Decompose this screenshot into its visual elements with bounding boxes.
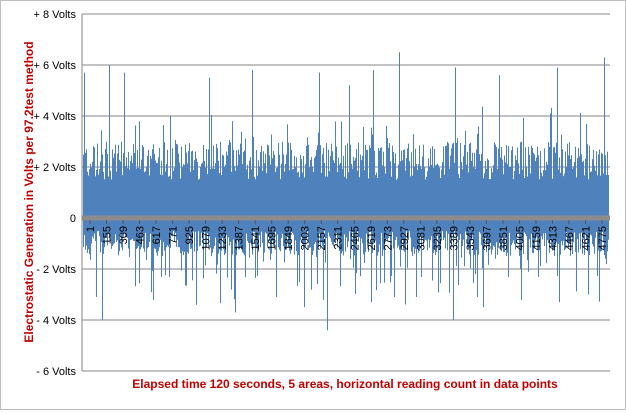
x-tick-label: 3543 [465, 226, 477, 250]
x-tick-label: 4005 [514, 226, 526, 250]
y-tick-label: + 6 Volts [33, 60, 76, 72]
x-tick-label: 4159 [531, 226, 543, 250]
y-axis-title: Electrostatic Generation in Volts per 97… [22, 41, 36, 342]
y-tick-labels: + 8 Volts + 6 Volts + 4 Volts + 2 Volts 0 - 2… [33, 9, 76, 378]
y-tick-label: - 4 Volts [36, 315, 76, 327]
x-tick-label: 3851 [498, 226, 510, 250]
y-tick-label: + 8 Volts [33, 9, 76, 21]
x-tick-label: 1387 [234, 226, 246, 250]
x-tick-label: 617 [151, 226, 163, 244]
y-tick-label: - 2 Volts [36, 264, 76, 276]
x-tick-label: 4621 [580, 226, 592, 250]
x-tick-label: 1541 [250, 226, 262, 250]
x-tick-label: 155 [102, 226, 114, 244]
x-axis-title: Elapsed time 120 seconds, 5 areas, horiz… [132, 377, 558, 391]
series-layer [82, 52, 610, 331]
x-tick-label: 1 [85, 226, 97, 232]
x-tick-label: 2003 [300, 226, 312, 250]
x-tick-label: 309 [118, 226, 130, 244]
x-tick-label: 4775 [597, 226, 609, 250]
x-tick-label: 2927 [399, 226, 411, 250]
x-tick-label: 3389 [448, 226, 460, 250]
x-tick-label: 1695 [267, 226, 279, 250]
x-tick-label: 2619 [366, 226, 378, 250]
x-tick-label: 3697 [481, 226, 493, 250]
x-tick-label: 1849 [283, 226, 295, 250]
zero-baseline [82, 215, 610, 221]
x-tick-label: 3235 [432, 226, 444, 250]
x-tick-label: 1079 [201, 226, 213, 250]
y-tick-label: + 4 Volts [33, 111, 76, 123]
x-tick-label: 1233 [217, 226, 229, 250]
x-tick-label: 463 [135, 226, 147, 244]
x-tick-label: 771 [168, 226, 180, 244]
x-tick-labels: 1 155 309 463 617 771 925 1079 1233 1387 1541 1695 1… [85, 220, 609, 250]
x-tick-label: 2311 [333, 226, 345, 250]
y-tick-label: - 6 Volts [36, 366, 76, 378]
x-tick-label: 2773 [382, 226, 394, 250]
y-tick-label: 0 [70, 213, 76, 225]
x-tick-label: 2157 [316, 226, 328, 250]
x-tick-label: 3081 [415, 226, 427, 250]
x-tick-label: 4313 [547, 226, 559, 250]
x-tick-label: 2465 [349, 226, 361, 250]
x-tick-label: 925 [184, 226, 196, 244]
y-tick-label: + 2 Volts [33, 162, 76, 174]
x-tick-label: 4467 [564, 226, 576, 250]
